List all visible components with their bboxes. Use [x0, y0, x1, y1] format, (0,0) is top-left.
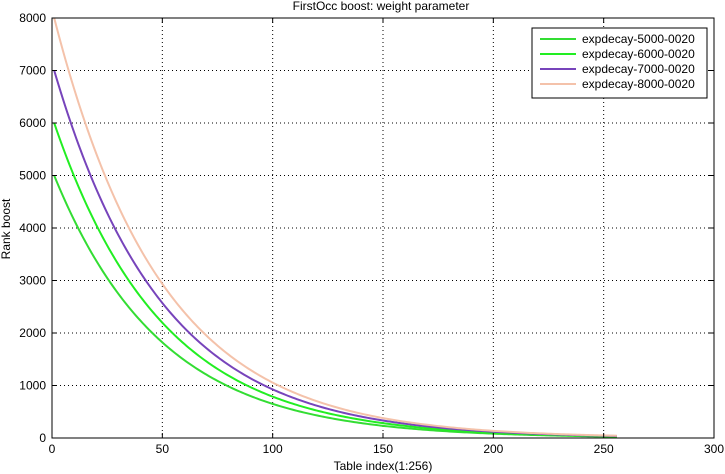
- x-tick-label: 300: [704, 442, 724, 456]
- x-axis-title: Table index(1:256): [334, 459, 433, 473]
- y-tick-label: 0: [39, 431, 46, 445]
- y-axis-title: Rank boost: [0, 198, 13, 259]
- x-tick-label: 100: [263, 442, 283, 456]
- x-tick-label: 0: [49, 442, 56, 456]
- x-tick-label: 200: [483, 442, 503, 456]
- y-tick-label: 1000: [19, 379, 46, 393]
- legend: expdecay-5000-0020expdecay-6000-0020expd…: [531, 27, 708, 99]
- legend-label: expdecay-6000-0020: [582, 47, 695, 61]
- y-tick-label: 8000: [19, 11, 46, 25]
- chart-title: FirstOcc boost: weight parameter: [293, 0, 470, 13]
- y-tick-label: 2000: [19, 326, 46, 340]
- x-tick-label: 250: [594, 442, 614, 456]
- y-tick-label: 3000: [19, 274, 46, 288]
- y-tick-label: 5000: [19, 169, 46, 183]
- legend-label: expdecay-7000-0020: [582, 62, 695, 76]
- y-tick-label: 7000: [19, 64, 46, 78]
- legend-label: expdecay-8000-0020: [582, 77, 695, 91]
- x-tick-label: 50: [156, 442, 170, 456]
- y-tick-label: 6000: [19, 116, 46, 130]
- legend-label: expdecay-5000-0020: [582, 32, 695, 46]
- x-tick-label: 150: [373, 442, 393, 456]
- y-tick-label: 4000: [19, 221, 46, 235]
- series-line-4: [53, 17, 617, 437]
